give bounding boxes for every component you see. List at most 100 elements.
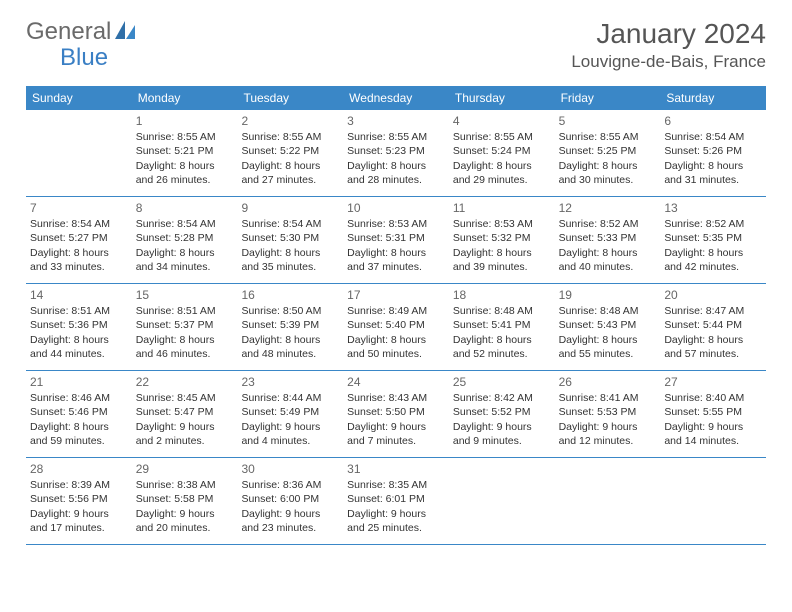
- sunrise-text: Sunrise: 8:52 AM: [559, 217, 657, 231]
- day-cell: 13Sunrise: 8:52 AMSunset: 5:35 PMDayligh…: [660, 197, 766, 283]
- daylight2-text: and 37 minutes.: [347, 260, 445, 274]
- month-title: January 2024: [571, 18, 766, 50]
- sunset-text: Sunset: 5:41 PM: [453, 318, 551, 332]
- day-number: 3: [347, 113, 445, 129]
- weekday-fri: Friday: [555, 86, 661, 110]
- sunrise-text: Sunrise: 8:53 AM: [453, 217, 551, 231]
- daylight2-text: and 26 minutes.: [136, 173, 234, 187]
- day-number: 22: [136, 374, 234, 390]
- sunset-text: Sunset: 5:46 PM: [30, 405, 128, 419]
- day-number: 8: [136, 200, 234, 216]
- sunset-text: Sunset: 5:39 PM: [241, 318, 339, 332]
- daylight1-text: Daylight: 8 hours: [347, 333, 445, 347]
- day-cell: 11Sunrise: 8:53 AMSunset: 5:32 PMDayligh…: [449, 197, 555, 283]
- calendar: Sunday Monday Tuesday Wednesday Thursday…: [26, 86, 766, 545]
- day-cell: [26, 110, 132, 196]
- day-number: 26: [559, 374, 657, 390]
- daylight1-text: Daylight: 8 hours: [241, 159, 339, 173]
- sunset-text: Sunset: 5:44 PM: [664, 318, 762, 332]
- sunrise-text: Sunrise: 8:54 AM: [664, 130, 762, 144]
- day-cell: 16Sunrise: 8:50 AMSunset: 5:39 PMDayligh…: [237, 284, 343, 370]
- daylight1-text: Daylight: 9 hours: [241, 420, 339, 434]
- daylight1-text: Daylight: 9 hours: [136, 507, 234, 521]
- day-cell: [449, 458, 555, 544]
- week-row: 28Sunrise: 8:39 AMSunset: 5:56 PMDayligh…: [26, 458, 766, 545]
- day-cell: 15Sunrise: 8:51 AMSunset: 5:37 PMDayligh…: [132, 284, 238, 370]
- sunset-text: Sunset: 5:33 PM: [559, 231, 657, 245]
- daylight2-text: and 48 minutes.: [241, 347, 339, 361]
- day-cell: 19Sunrise: 8:48 AMSunset: 5:43 PMDayligh…: [555, 284, 661, 370]
- daylight1-text: Daylight: 9 hours: [347, 420, 445, 434]
- day-cell: 29Sunrise: 8:38 AMSunset: 5:58 PMDayligh…: [132, 458, 238, 544]
- daylight2-text: and 29 minutes.: [453, 173, 551, 187]
- sunset-text: Sunset: 5:52 PM: [453, 405, 551, 419]
- daylight1-text: Daylight: 9 hours: [453, 420, 551, 434]
- day-number: 18: [453, 287, 551, 303]
- sunset-text: Sunset: 5:53 PM: [559, 405, 657, 419]
- day-cell: 26Sunrise: 8:41 AMSunset: 5:53 PMDayligh…: [555, 371, 661, 457]
- daylight2-text: and 39 minutes.: [453, 260, 551, 274]
- daylight1-text: Daylight: 8 hours: [136, 159, 234, 173]
- daylight2-text: and 31 minutes.: [664, 173, 762, 187]
- daylight1-text: Daylight: 8 hours: [136, 333, 234, 347]
- daylight2-text: and 25 minutes.: [347, 521, 445, 535]
- day-cell: 24Sunrise: 8:43 AMSunset: 5:50 PMDayligh…: [343, 371, 449, 457]
- day-number: 24: [347, 374, 445, 390]
- daylight1-text: Daylight: 8 hours: [559, 333, 657, 347]
- sunset-text: Sunset: 5:24 PM: [453, 144, 551, 158]
- day-cell: 1Sunrise: 8:55 AMSunset: 5:21 PMDaylight…: [132, 110, 238, 196]
- sunset-text: Sunset: 5:26 PM: [664, 144, 762, 158]
- daylight2-text: and 42 minutes.: [664, 260, 762, 274]
- daylight1-text: Daylight: 9 hours: [347, 507, 445, 521]
- week-row: 1Sunrise: 8:55 AMSunset: 5:21 PMDaylight…: [26, 110, 766, 197]
- day-number: 20: [664, 287, 762, 303]
- day-number: 27: [664, 374, 762, 390]
- daylight2-text: and 9 minutes.: [453, 434, 551, 448]
- day-cell: 17Sunrise: 8:49 AMSunset: 5:40 PMDayligh…: [343, 284, 449, 370]
- day-cell: 9Sunrise: 8:54 AMSunset: 5:30 PMDaylight…: [237, 197, 343, 283]
- day-number: 25: [453, 374, 551, 390]
- day-number: 11: [453, 200, 551, 216]
- title-block: January 2024 Louvigne-de-Bais, France: [571, 18, 766, 72]
- day-number: 29: [136, 461, 234, 477]
- sunset-text: Sunset: 5:40 PM: [347, 318, 445, 332]
- daylight2-text: and 17 minutes.: [30, 521, 128, 535]
- sunrise-text: Sunrise: 8:55 AM: [453, 130, 551, 144]
- daylight1-text: Daylight: 8 hours: [30, 420, 128, 434]
- day-number: 31: [347, 461, 445, 477]
- sunrise-text: Sunrise: 8:54 AM: [30, 217, 128, 231]
- weekday-tue: Tuesday: [237, 86, 343, 110]
- sunrise-text: Sunrise: 8:48 AM: [453, 304, 551, 318]
- weekday-sat: Saturday: [660, 86, 766, 110]
- daylight1-text: Daylight: 8 hours: [664, 159, 762, 173]
- sunset-text: Sunset: 5:32 PM: [453, 231, 551, 245]
- header: General Blue January 2024 Louvigne-de-Ba…: [0, 0, 792, 80]
- daylight1-text: Daylight: 8 hours: [664, 246, 762, 260]
- daylight2-text: and 27 minutes.: [241, 173, 339, 187]
- daylight1-text: Daylight: 8 hours: [241, 246, 339, 260]
- sunset-text: Sunset: 5:55 PM: [664, 405, 762, 419]
- sunrise-text: Sunrise: 8:44 AM: [241, 391, 339, 405]
- sunset-text: Sunset: 5:49 PM: [241, 405, 339, 419]
- day-number: 21: [30, 374, 128, 390]
- daylight2-text: and 23 minutes.: [241, 521, 339, 535]
- day-number: 23: [241, 374, 339, 390]
- sunrise-text: Sunrise: 8:49 AM: [347, 304, 445, 318]
- daylight2-text: and 33 minutes.: [30, 260, 128, 274]
- sunrise-text: Sunrise: 8:40 AM: [664, 391, 762, 405]
- sunset-text: Sunset: 5:47 PM: [136, 405, 234, 419]
- daylight2-text: and 28 minutes.: [347, 173, 445, 187]
- sunrise-text: Sunrise: 8:54 AM: [136, 217, 234, 231]
- daylight1-text: Daylight: 8 hours: [453, 246, 551, 260]
- sunset-text: Sunset: 6:01 PM: [347, 492, 445, 506]
- sunset-text: Sunset: 5:23 PM: [347, 144, 445, 158]
- sunrise-text: Sunrise: 8:54 AM: [241, 217, 339, 231]
- day-number: 13: [664, 200, 762, 216]
- day-number: 9: [241, 200, 339, 216]
- sunrise-text: Sunrise: 8:35 AM: [347, 478, 445, 492]
- day-cell: 2Sunrise: 8:55 AMSunset: 5:22 PMDaylight…: [237, 110, 343, 196]
- sunrise-text: Sunrise: 8:52 AM: [664, 217, 762, 231]
- daylight1-text: Daylight: 8 hours: [347, 246, 445, 260]
- sunrise-text: Sunrise: 8:38 AM: [136, 478, 234, 492]
- sunset-text: Sunset: 5:21 PM: [136, 144, 234, 158]
